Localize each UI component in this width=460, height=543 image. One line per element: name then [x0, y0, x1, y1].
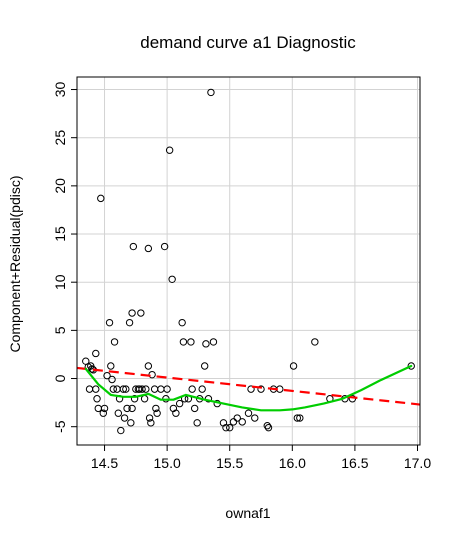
y-tick-label: 20	[52, 178, 68, 194]
data-point	[257, 385, 265, 393]
data-point	[238, 418, 246, 426]
data-point	[144, 362, 153, 370]
data-point	[92, 349, 100, 358]
y-tick-label: 30	[52, 82, 68, 98]
fit-lines	[76, 364, 421, 412]
data-point	[157, 385, 165, 393]
data-point	[222, 423, 230, 432]
data-point	[114, 409, 123, 417]
data-point	[113, 385, 121, 393]
data-point	[117, 426, 125, 435]
data-point	[140, 395, 149, 403]
data-point	[108, 375, 116, 384]
data-point	[165, 146, 174, 154]
data-point	[179, 338, 188, 346]
data-point	[144, 244, 153, 253]
data-point	[99, 409, 107, 417]
data-point	[109, 385, 118, 393]
data-point	[311, 338, 319, 346]
data-point	[244, 409, 253, 417]
smooth-line	[84, 364, 413, 412]
data-point	[93, 395, 101, 403]
data-point	[293, 414, 302, 422]
data-point	[152, 404, 160, 413]
y-tick-label: 10	[52, 274, 68, 290]
data-point	[198, 385, 206, 393]
x-tick-label: 14.5	[91, 455, 118, 471]
data-point	[142, 385, 150, 393]
data-point	[138, 385, 146, 393]
data-point	[289, 362, 298, 370]
plot-frame	[76, 76, 421, 446]
data-point	[163, 385, 171, 393]
data-point	[251, 414, 259, 422]
x-tick-label: 16.5	[341, 455, 368, 471]
x-tick-label: 16.0	[279, 455, 306, 471]
data-point	[85, 385, 94, 393]
x-tick-label: 15.0	[154, 455, 181, 471]
regression-line	[76, 366, 421, 406]
data-point	[209, 338, 218, 346]
y-tick-label: 25	[52, 130, 68, 146]
data-point	[193, 419, 201, 427]
data-point	[128, 309, 136, 317]
data-point	[229, 418, 238, 426]
data-point	[128, 404, 136, 413]
data-point	[190, 404, 199, 413]
data-point	[172, 409, 180, 417]
data-point	[147, 419, 155, 427]
data-point	[168, 275, 176, 284]
data-point	[127, 419, 135, 427]
y-axis-ticks: -5 0 5 10 15 20 25 30	[52, 82, 77, 433]
data-point	[226, 423, 234, 432]
data-point	[94, 404, 102, 413]
data-point	[188, 385, 196, 393]
data-point	[145, 414, 154, 422]
data-point	[178, 318, 186, 327]
data-point	[100, 404, 109, 413]
y-tick-label: 15	[52, 226, 68, 242]
y-axis-label: Component+Residual(pdisc)	[7, 175, 23, 352]
data-point	[92, 385, 100, 393]
data-point	[110, 338, 119, 346]
data-point	[200, 362, 209, 370]
data-point	[119, 385, 128, 393]
data-point	[107, 362, 115, 370]
data-point	[130, 395, 139, 403]
chart-title: demand curve a1 Diagnostic	[140, 33, 356, 52]
data-point	[129, 242, 138, 251]
data-point	[150, 385, 159, 393]
data-point	[187, 338, 195, 346]
x-axis-label: ownaf1	[225, 505, 270, 521]
data-point	[103, 371, 111, 380]
data-point	[97, 194, 105, 203]
data-point	[263, 422, 271, 430]
x-tick-label: 15.5	[216, 455, 243, 471]
data-point	[233, 414, 241, 422]
data-point	[207, 88, 215, 97]
x-axis-ticks: 14.5 15.0 15.5 16.0 16.5 17.0	[91, 445, 431, 471]
grid-lines	[77, 77, 420, 445]
data-point	[160, 242, 169, 251]
y-tick-label: -5	[52, 420, 68, 433]
data-point	[153, 409, 161, 417]
data-point	[407, 362, 415, 370]
data-point	[202, 340, 210, 348]
x-tick-label: 17.0	[404, 455, 431, 471]
data-point	[123, 404, 131, 413]
data-point	[296, 414, 304, 422]
data-point	[105, 318, 114, 327]
data-point	[247, 385, 255, 393]
data-point	[120, 414, 129, 422]
y-tick-label: 0	[52, 374, 68, 382]
data-point	[122, 385, 130, 393]
data-point	[264, 423, 273, 432]
scatter-points	[82, 88, 415, 435]
y-tick-label: 5	[52, 326, 68, 334]
data-point	[125, 318, 134, 327]
data-point	[175, 399, 184, 408]
data-point	[137, 309, 145, 317]
